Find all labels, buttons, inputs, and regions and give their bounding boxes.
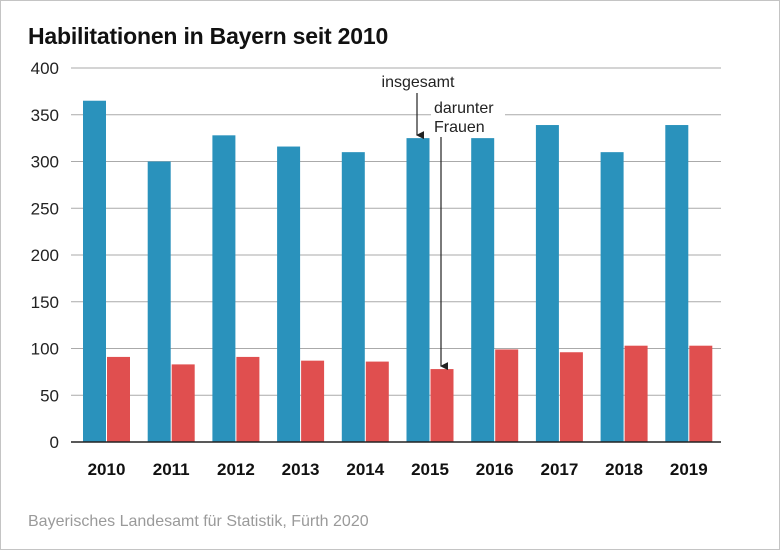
y-tick-label: 400 [31, 59, 59, 78]
source-note: Bayerisches Landesamt für Statistik, Für… [28, 513, 369, 530]
bar-total-2018 [600, 152, 624, 442]
bar-women-2012 [236, 356, 260, 442]
bar-total-2012 [212, 135, 236, 442]
annotation-women-line1: darunter [434, 100, 494, 117]
bar-women-2010 [107, 356, 130, 442]
y-tick-label: 300 [31, 153, 59, 172]
y-tick-label: 100 [31, 340, 59, 359]
bar-women-2019 [689, 345, 713, 442]
chart-title: Habilitationen in Bayern seit 2010 [28, 23, 389, 49]
bar-total-2013 [277, 146, 301, 443]
bar-women-2016 [495, 349, 519, 442]
bar-total-2017 [535, 125, 559, 442]
x-tick-label: 2017 [540, 460, 578, 479]
y-tick-label: 150 [31, 293, 59, 312]
bar-total-2016 [471, 138, 495, 442]
annotation-backdrop [431, 97, 505, 135]
y-tick-label: 0 [50, 433, 59, 452]
bar-total-2010 [83, 100, 106, 442]
annotation-women-line2: Frauen [434, 119, 485, 136]
x-tick-label: 2013 [282, 460, 320, 479]
x-tick-label: 2015 [411, 460, 449, 479]
x-tick-label: 2014 [346, 460, 384, 479]
bar-total-2014 [341, 152, 365, 442]
bar-total-2015 [406, 138, 430, 442]
bar-women-2014 [365, 361, 389, 442]
x-tick-label: 2018 [605, 460, 643, 479]
annotation-total: insgesamt [382, 74, 455, 91]
x-tick-label: 2019 [670, 460, 708, 479]
bar-women-2015 [430, 369, 454, 442]
x-tick-label: 2016 [476, 460, 514, 479]
x-tick-label: 2011 [153, 460, 190, 479]
y-tick-label: 50 [40, 386, 59, 405]
bar-women-2018 [624, 345, 648, 442]
bar-total-2011 [147, 161, 171, 442]
y-tick-label: 200 [31, 246, 59, 265]
y-tick-label: 350 [31, 106, 59, 125]
bar-women-2011 [171, 364, 195, 442]
bar-women-2013 [301, 360, 325, 442]
x-tick-label: 2012 [217, 460, 255, 479]
bar-total-2019 [665, 125, 689, 442]
y-tick-label: 250 [31, 199, 59, 218]
x-tick-label: 2010 [88, 460, 126, 479]
bar-women-2017 [559, 352, 583, 442]
